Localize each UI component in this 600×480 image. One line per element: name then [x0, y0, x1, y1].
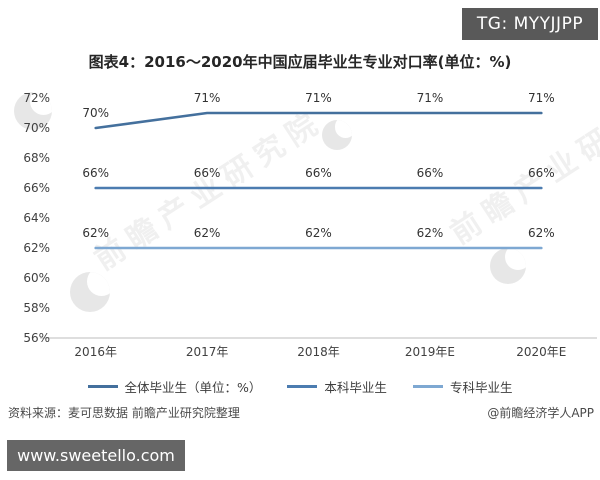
legend-item: 本科毕业生: [287, 377, 387, 396]
data-label: 62%: [194, 226, 221, 240]
data-label: 66%: [82, 166, 109, 180]
website-url-bar: www.sweetello.com: [7, 440, 185, 471]
x-tick-label: 2019年E: [405, 345, 455, 359]
y-tick-label: 66%: [23, 181, 50, 195]
x-tick-label: 2016年: [74, 345, 117, 359]
legend-item: 全体毕业生（单位：%）: [87, 377, 262, 396]
data-label: 66%: [194, 166, 221, 180]
data-label: 62%: [417, 226, 444, 240]
legend-line-swatch: [412, 385, 443, 388]
tg-watermark-badge: TG: MYYJJPP: [462, 8, 598, 40]
legend-label: 本科毕业生: [324, 380, 387, 395]
legend: 全体毕业生（单位：%） 本科毕业生 专科毕业生: [0, 377, 600, 396]
data-label: 62%: [82, 226, 109, 240]
x-tick-label: 2020年E: [516, 345, 566, 359]
data-label: 71%: [417, 91, 444, 105]
legend-item: 专科毕业生: [412, 377, 513, 396]
chart-svg: 56% 58% 60% 62% 64% 66% 68% 70% 72% 2016年 2017年 201…: [23, 91, 597, 359]
data-label: 66%: [417, 166, 444, 180]
legend-line-swatch: [287, 385, 318, 388]
legend-label: 专科毕业生: [449, 380, 513, 395]
source-row: 资料来源：麦可思数据 前瞻产业研究院整理 @前瞻经济学人APP: [8, 404, 594, 421]
y-tick-label: 62%: [23, 241, 50, 255]
y-tick-label: 58%: [23, 301, 50, 315]
data-label: 71%: [305, 91, 332, 105]
y-tick-label: 68%: [23, 151, 50, 165]
data-label: 71%: [528, 91, 555, 105]
y-tick-label: 56%: [23, 331, 50, 345]
y-tick-label: 72%: [23, 91, 50, 105]
data-label: 70%: [82, 106, 109, 120]
y-tick-label: 64%: [23, 211, 50, 225]
x-tick-label: 2018年: [297, 345, 340, 359]
source-text: 资料来源：麦可思数据 前瞻产业研究院整理: [8, 406, 240, 420]
data-label: 66%: [528, 166, 555, 180]
credit-text: @前瞻经济学人APP: [487, 406, 594, 420]
data-label: 62%: [305, 226, 332, 240]
chart-title: 图表4：2016～2020年中国应届毕业生专业对口率(单位：%): [88, 53, 512, 71]
data-label: 62%: [528, 226, 555, 240]
y-tick-label: 60%: [23, 271, 50, 285]
x-tick-label: 2017年: [186, 345, 229, 359]
y-tick-label: 70%: [23, 121, 50, 135]
data-label: 71%: [194, 91, 221, 105]
series-line: [94, 111, 543, 130]
data-label: 66%: [305, 166, 332, 180]
legend-line-swatch: [87, 385, 118, 388]
legend-label: 全体毕业生（单位：%）: [124, 380, 262, 395]
